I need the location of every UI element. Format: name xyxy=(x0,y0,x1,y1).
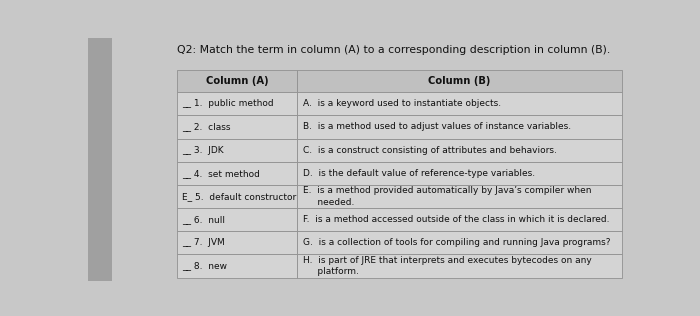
Bar xyxy=(177,138,297,162)
Bar xyxy=(177,70,297,92)
Text: G.  is a collection of tools for compiling and running Java programs?: G. is a collection of tools for compilin… xyxy=(302,238,610,247)
Bar xyxy=(177,162,297,185)
Bar xyxy=(297,208,622,231)
Bar xyxy=(297,70,622,92)
Text: Q2: Match the term in column (A) to a corresponding description in column (B).: Q2: Match the term in column (A) to a co… xyxy=(177,45,610,55)
Bar xyxy=(297,162,622,185)
Bar xyxy=(177,208,297,231)
Text: H.  is part of JRE that interprets and executes bytecodes on any
     platform.: H. is part of JRE that interprets and ex… xyxy=(302,256,592,276)
Text: D.  is the default value of reference-type variables.: D. is the default value of reference-typ… xyxy=(302,169,535,178)
Bar xyxy=(297,231,622,254)
Bar xyxy=(88,38,112,281)
Text: E.  is a method provided automatically by Java’s compiler when
     needed.: E. is a method provided automatically by… xyxy=(302,186,591,207)
Text: __ 8.  new: __ 8. new xyxy=(183,262,228,270)
Bar xyxy=(177,185,297,208)
Bar xyxy=(177,231,297,254)
Bar xyxy=(297,92,622,115)
Bar xyxy=(177,92,297,115)
Text: E_ 5.  default constructor: E_ 5. default constructor xyxy=(183,192,297,201)
Text: __ 2.  class: __ 2. class xyxy=(183,122,231,131)
Bar xyxy=(177,115,297,138)
Text: A.  is a keyword used to instantiate objects.: A. is a keyword used to instantiate obje… xyxy=(302,99,500,108)
Bar xyxy=(297,185,622,208)
Text: B.  is a method used to adjust values of instance variables.: B. is a method used to adjust values of … xyxy=(302,122,570,131)
Bar xyxy=(177,254,297,277)
Text: __ 3.  JDK: __ 3. JDK xyxy=(183,146,224,155)
Bar xyxy=(297,115,622,138)
Text: C.  is a construct consisting of attributes and behaviors.: C. is a construct consisting of attribut… xyxy=(302,146,556,155)
Bar xyxy=(297,138,622,162)
Text: __ 7.  JVM: __ 7. JVM xyxy=(183,238,225,247)
Bar xyxy=(297,254,622,277)
Text: __ 1.  public method: __ 1. public method xyxy=(183,99,274,108)
Text: __ 6.  null: __ 6. null xyxy=(183,215,225,224)
Text: Column (A): Column (A) xyxy=(206,76,268,86)
Text: __ 4.  set method: __ 4. set method xyxy=(183,169,260,178)
Text: Column (B): Column (B) xyxy=(428,76,491,86)
Text: F.  is a method accessed outside of the class in which it is declared.: F. is a method accessed outside of the c… xyxy=(302,215,609,224)
